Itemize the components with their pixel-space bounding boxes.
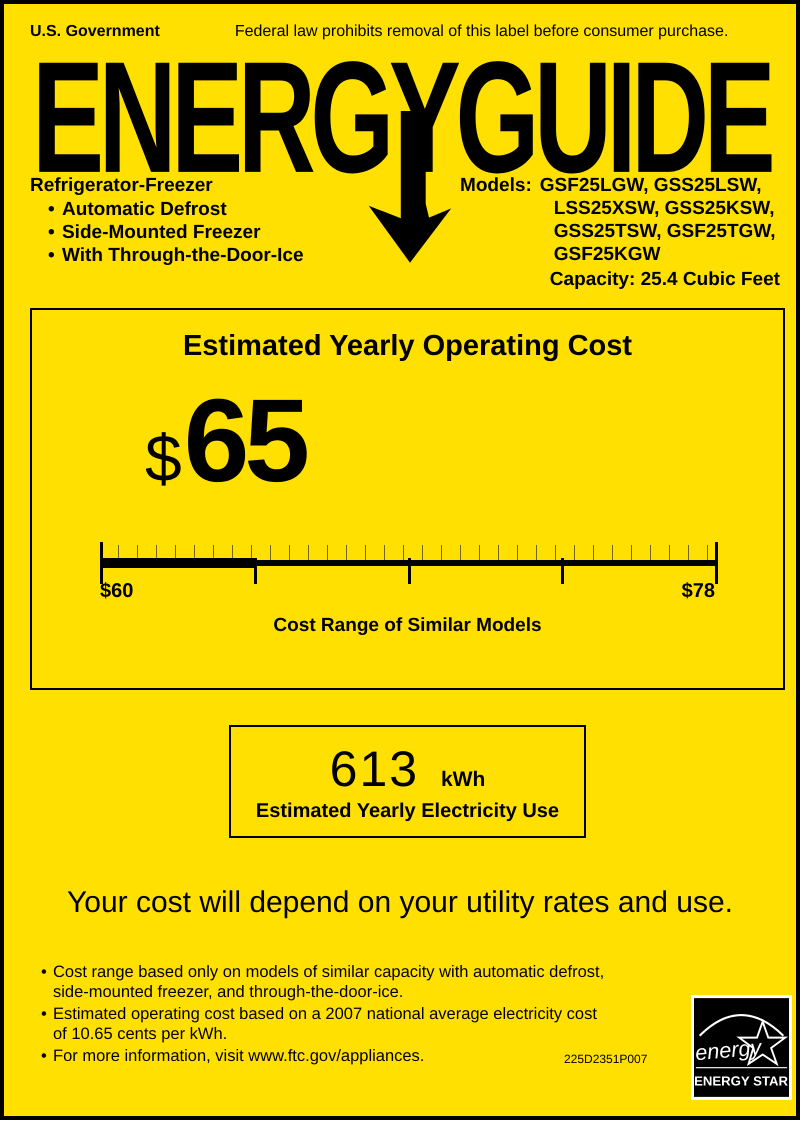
svg-text:ENERGY STAR: ENERGY STAR <box>694 1073 788 1088</box>
